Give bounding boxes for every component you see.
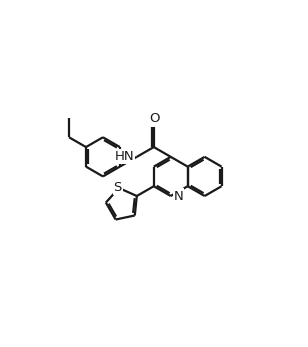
Text: O: O bbox=[150, 112, 160, 125]
Text: HN: HN bbox=[114, 150, 134, 163]
Text: S: S bbox=[114, 181, 122, 194]
Text: N: N bbox=[174, 189, 183, 203]
